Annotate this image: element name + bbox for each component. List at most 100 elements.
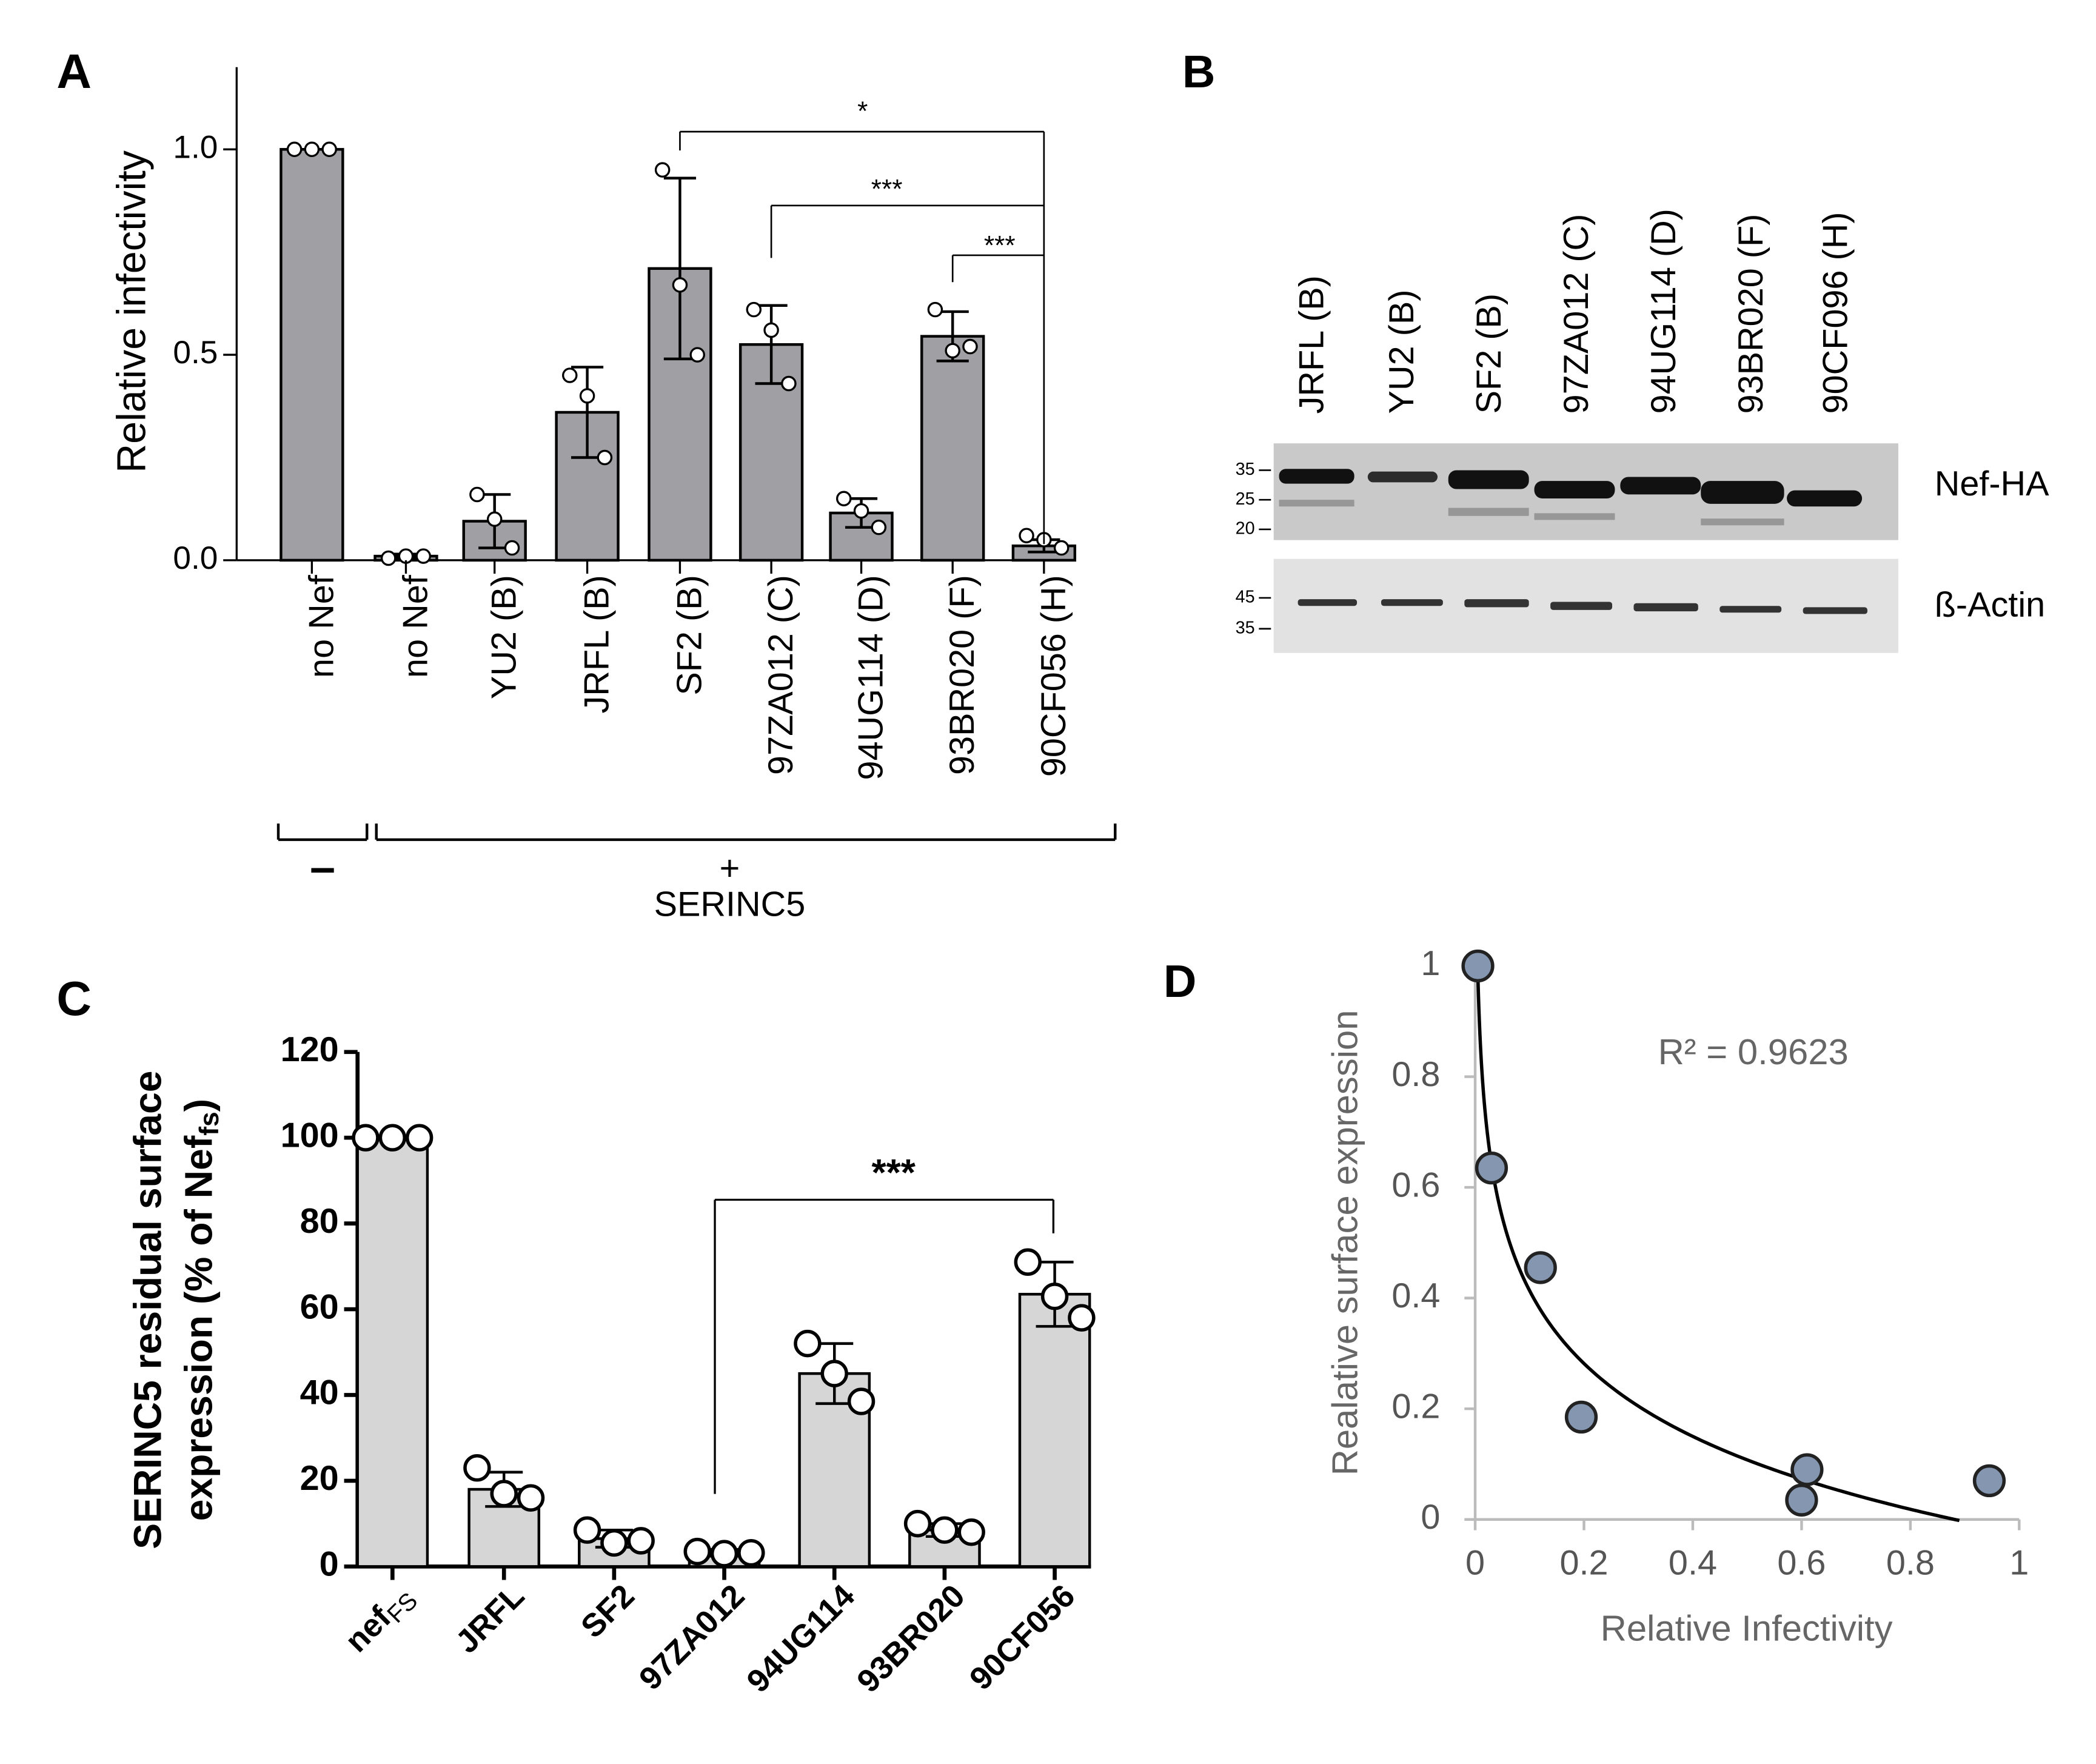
- y-tick-label: 0.6: [1391, 1165, 1440, 1204]
- x-tick-label: 97ZA012: [632, 1578, 751, 1697]
- data-point: [927, 301, 943, 318]
- data-point: [579, 388, 595, 404]
- data-point: [463, 1454, 491, 1482]
- significance-label: *: [857, 96, 868, 126]
- x-tick-label-text: 94UG114 (D): [852, 575, 891, 780]
- lane-label: YU2 (B): [1382, 290, 1421, 414]
- data-point: [1475, 1152, 1508, 1185]
- y-tick-label: 1: [1421, 944, 1440, 983]
- y-tick-label: 20: [300, 1459, 339, 1498]
- group-title: SERINC5: [654, 885, 806, 924]
- data-point: [597, 449, 613, 466]
- blot-bands: [1279, 469, 1863, 507]
- data-point: [945, 343, 960, 359]
- data-point: [321, 141, 337, 158]
- x-tick-label-text: YU2 (B): [485, 575, 524, 699]
- y-tick-label: 0.0: [173, 540, 218, 576]
- lane-label: 90CF096 (H): [1816, 212, 1855, 414]
- data-point: [746, 301, 762, 318]
- x-tick-label: 93BR020 (F): [943, 575, 982, 775]
- x-tick-label-text: SF2 (B): [671, 575, 709, 695]
- x-tick-label-text: 97ZA012 (C): [762, 575, 800, 775]
- x-tick-label: nefFS: [338, 1578, 423, 1662]
- y-tick-label: 0.8: [1391, 1055, 1440, 1094]
- data-point: [710, 1540, 738, 1568]
- x-tick-label-text: no Nef: [303, 574, 341, 678]
- data-point: [469, 486, 485, 503]
- x-tick-label-text: 90CF056 (H): [1034, 575, 1073, 777]
- bar: [280, 148, 344, 562]
- data-point: [1068, 1304, 1096, 1332]
- data-point: [654, 162, 671, 178]
- data-point: [820, 1360, 848, 1387]
- y-tick-label: 0: [1421, 1498, 1440, 1537]
- data-point: [573, 1516, 601, 1544]
- data-point: [490, 1480, 518, 1507]
- data-point: [304, 141, 320, 158]
- blot-label: Nef-HA: [1935, 464, 2049, 503]
- data-point: [763, 322, 779, 338]
- data-point: [1053, 540, 1070, 556]
- y-axis-label: Realative surface expression: [1324, 1010, 1365, 1475]
- y-tick-label: 100: [281, 1116, 339, 1155]
- data-point: [562, 367, 578, 383]
- y-tick-label: 60: [300, 1287, 339, 1326]
- x-tick-label: SF2 (B): [671, 575, 709, 695]
- y-tick-label: 120: [281, 1030, 339, 1069]
- x-tick-label: 97ZA012 (C): [762, 575, 800, 775]
- lane-label: JRFL (B): [1292, 275, 1331, 414]
- x-tick-label: 0: [1465, 1543, 1485, 1582]
- data-point: [1040, 1283, 1069, 1310]
- x-tick-label: 0.8: [1886, 1543, 1935, 1582]
- data-point: [962, 338, 978, 355]
- x-tick-label: YU2 (B): [485, 575, 524, 699]
- data-point: [957, 1518, 985, 1546]
- x-tick-label: JRFL (B): [578, 575, 617, 713]
- data-point: [1461, 949, 1495, 983]
- x-tick-label-text: 93BR020 (F): [943, 575, 982, 775]
- data-point: [853, 503, 869, 519]
- x-tick-label: 1: [2009, 1543, 2029, 1582]
- lane-label: 97ZA012 (C): [1557, 214, 1596, 414]
- y-tick-label: 0.2: [1391, 1387, 1440, 1426]
- panel-letter: A: [56, 44, 92, 98]
- x-tick-label: 90CF056: [963, 1578, 1082, 1697]
- x-tick-label: SF2: [574, 1578, 641, 1645]
- panel-letter: C: [56, 971, 92, 1025]
- y-tick-label: 0: [320, 1545, 339, 1584]
- panel-letter: B: [1182, 46, 1215, 97]
- data-point: [1014, 1248, 1042, 1276]
- significance-label: ***: [871, 174, 903, 204]
- bar: [1018, 1293, 1091, 1568]
- y-tick-label: 1.0: [173, 129, 218, 165]
- x-axis-label: Relative Infectivity: [1601, 1608, 1893, 1648]
- data-point: [486, 511, 503, 527]
- panel-letter: D: [1164, 956, 1196, 1007]
- x-tick-label: JRFL: [449, 1578, 532, 1660]
- data-point: [286, 141, 303, 158]
- y-axis-label: Relative infectivity: [109, 150, 154, 473]
- y-axis-label: SERINC5 residual surface: [126, 1071, 169, 1549]
- x-tick-label: 0.4: [1669, 1543, 1717, 1582]
- data-point: [737, 1538, 765, 1567]
- lane-label: 94UG114 (D): [1644, 209, 1683, 414]
- x-tick-label-text: JRFL (B): [578, 575, 617, 713]
- annotation: R² = 0.9623: [1658, 1031, 1849, 1072]
- x-tick-label-text: 97ZA012: [632, 1578, 751, 1697]
- data-point: [683, 1537, 711, 1566]
- data-point: [689, 347, 705, 363]
- data-point: [380, 550, 397, 566]
- x-tick-label-text: no Nef: [397, 574, 435, 678]
- lane-label: 93BR020 (F): [1732, 214, 1770, 414]
- marker-label: 25: [1236, 489, 1255, 509]
- data-point: [600, 1529, 628, 1557]
- x-tick-label-text: 94UG114: [740, 1578, 862, 1700]
- marker-label: 35: [1236, 618, 1255, 637]
- data-point: [871, 519, 887, 535]
- y-axis-label-text: expression (% of Nef: [177, 1135, 221, 1521]
- blot-label: ß-Actin: [1935, 586, 2045, 625]
- y-tick-label: 40: [300, 1373, 339, 1412]
- data-point: [415, 548, 432, 564]
- blot-faint-bands: [1279, 500, 1784, 526]
